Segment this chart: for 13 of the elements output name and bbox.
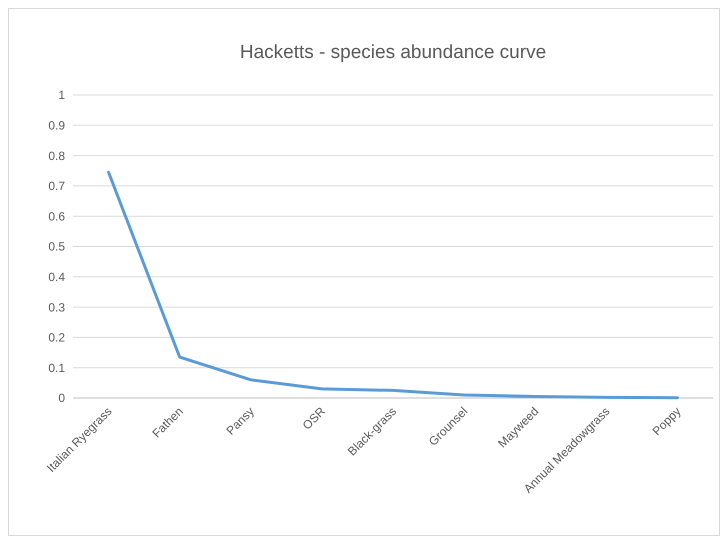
y-tick-label: 0.1 xyxy=(48,360,66,375)
y-tick-label: 0.7 xyxy=(48,179,66,194)
y-tick-label: 0.2 xyxy=(48,330,66,345)
y-tick-label: 0.5 xyxy=(48,240,66,254)
y-tick-label: 0.4 xyxy=(48,270,66,284)
y-tick-label: 0.9 xyxy=(48,118,66,132)
y-tick-label: 0.8 xyxy=(48,148,66,163)
y-tick-label: 0.3 xyxy=(48,300,66,314)
line-series xyxy=(107,170,679,400)
y-tick-label: 0 xyxy=(58,391,66,406)
y-tick-label: 0.6 xyxy=(48,209,66,224)
y-tick-label: 1 xyxy=(58,88,66,102)
chart-title: Hacketts - species abundance curve xyxy=(240,42,546,63)
